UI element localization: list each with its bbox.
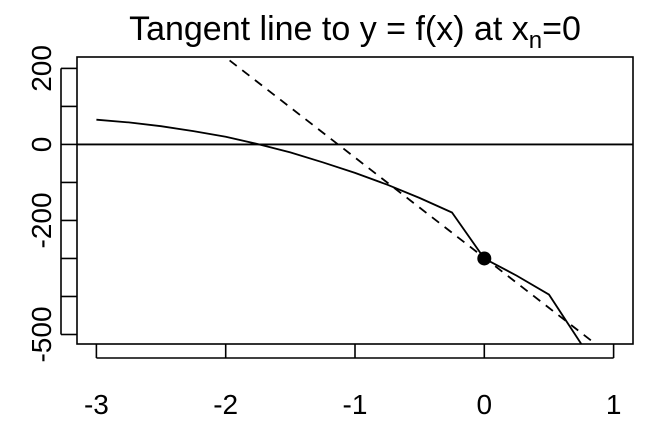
y-tick-label-3: 200 — [26, 45, 57, 92]
y-tick-label-2: 0 — [26, 137, 57, 153]
x-tick-label-0: -3 — [84, 389, 109, 420]
x-tick-label-4: 1 — [606, 389, 622, 420]
chart-title-subscript: n — [529, 27, 542, 54]
chart-title-main: Tangent line to y = f(x) at x — [129, 10, 529, 48]
y-tick-label-1: -200 — [26, 192, 57, 248]
chart-title-suffix: =0 — [542, 10, 581, 48]
plot-frame — [76, 56, 634, 345]
x-tick-label-3: 0 — [477, 389, 493, 420]
x-tick-label-2: -1 — [343, 389, 368, 420]
y-tick-label-0: -500 — [26, 306, 57, 362]
chart-title: Tangent line to y = f(x) at xn=0 — [129, 10, 581, 54]
tangent-line-1 — [229, 59, 595, 344]
chart-axes: -3 -2 -1 0 1 -500 -200 0 200 — [26, 45, 621, 420]
curve-line-0 — [96, 118, 583, 345]
x-tick-label-1: -2 — [213, 389, 238, 420]
chart-marks — [77, 59, 633, 345]
highlight-point-0 — [477, 251, 492, 266]
